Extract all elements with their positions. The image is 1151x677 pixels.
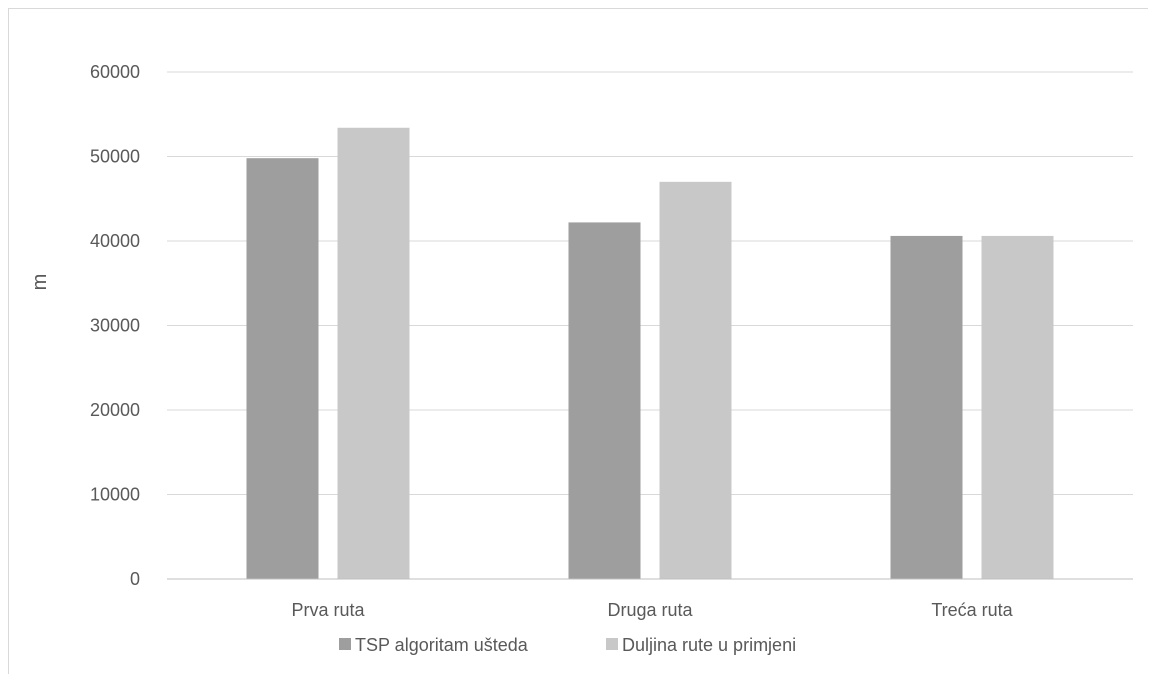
legend-label: TSP algoritam ušteda (355, 635, 529, 655)
bar-duljina-2 (659, 181, 732, 579)
gridlines (167, 71, 1133, 495)
bar-duljina-3 (981, 235, 1054, 579)
bar-duljina-1 (337, 127, 410, 580)
y-tick-label: 30000 (90, 316, 140, 336)
bars (246, 127, 1054, 580)
x-tick-label: Treća ruta (931, 600, 1013, 620)
x-tick-label: Druga ruta (607, 600, 693, 620)
legend-label: Duljina rute u primjeni (622, 635, 796, 655)
y-axis-title: m (29, 274, 51, 291)
y-tick-label: 0 (130, 569, 140, 589)
bar-tsp-2 (568, 222, 641, 579)
legend: TSP algoritam ušteda Duljina rute u primj… (339, 635, 796, 655)
y-tick-label: 10000 (90, 485, 140, 505)
y-tick-label: 40000 (90, 231, 140, 251)
x-tick-label: Prva ruta (291, 600, 365, 620)
y-tick-label: 60000 (90, 62, 140, 82)
bar-tsp-1 (246, 158, 319, 579)
y-tick-label: 20000 (90, 400, 140, 420)
bar-tsp-3 (890, 235, 963, 579)
legend-swatch (606, 638, 618, 650)
y-tick-label: 50000 (90, 147, 140, 167)
legend-swatch (339, 638, 351, 650)
axes: 0 10000 20000 30000 40000 50000 60000 Prva ruta… (90, 62, 1133, 620)
